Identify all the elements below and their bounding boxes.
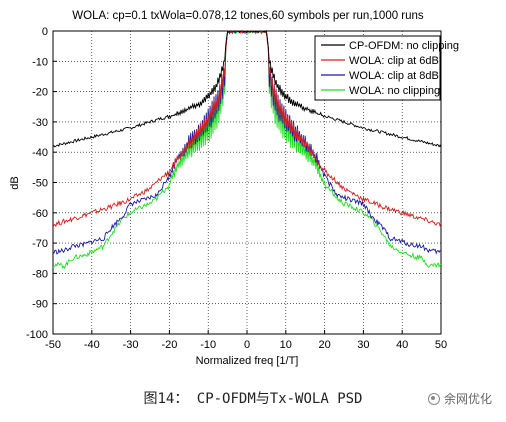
- x-tick-label: 30: [357, 339, 369, 351]
- y-tick-label: -10: [32, 56, 48, 68]
- y-tick-label: -80: [32, 268, 48, 280]
- y-tick-label: -40: [32, 147, 48, 159]
- wechat-logo-icon: [427, 392, 440, 405]
- legend-box: [314, 35, 441, 101]
- series-line: [52, 30, 442, 148]
- x-tick-label: -30: [123, 339, 139, 351]
- x-tick-label: 50: [435, 339, 447, 351]
- watermark-text: 余网优化: [443, 392, 492, 406]
- legend-entry: WOLA: clip at 6dB: [349, 55, 439, 67]
- x-tick-label: 10: [280, 339, 292, 351]
- x-tick-label: -10: [200, 339, 216, 351]
- axis-ticks: -50 -40 -30 -20 -10 0 10 20 30 40 500-10-20-30-40-…: [26, 26, 447, 351]
- legend-entry: CP-OFDM: no clipping: [349, 40, 459, 52]
- series-group: [52, 29, 442, 270]
- grid: [53, 31, 441, 334]
- x-axis-label: Normalized freq [1/T]: [196, 355, 299, 367]
- y-tick-label: -60: [32, 208, 48, 220]
- y-tick-label: -70: [32, 238, 48, 250]
- y-tick-label: -90: [32, 299, 48, 311]
- x-tick-label: -20: [161, 339, 177, 351]
- y-tick-label: 0: [42, 26, 48, 38]
- y-tick-label: -50: [32, 178, 48, 190]
- chart-title: WOLA: cp=0.1 txWola=0.078,12 tones,60 sy…: [72, 10, 424, 22]
- figure-caption: 图14： CP-OFDM与Tx-WOLA PSD: [143, 391, 363, 407]
- y-axis-label: dB: [9, 176, 21, 189]
- psd-chart: WOLA: cp=0.1 txWola=0.078,12 tones,60 sy…: [9, 10, 459, 367]
- legend-entry: WOLA: no clipping: [349, 85, 440, 97]
- y-tick-label: -20: [32, 87, 48, 99]
- x-tick-label: 40: [396, 339, 408, 351]
- x-tick-label: 20: [318, 339, 330, 351]
- legend: CP-OFDM: no clipping WOLA: clip at 6dB WOL…: [314, 35, 459, 101]
- y-tick-label: -30: [32, 117, 48, 129]
- x-tick-label: 0: [244, 339, 250, 351]
- x-tick-label: -40: [84, 339, 100, 351]
- x-tick-label: -50: [45, 339, 61, 351]
- legend-entry: WOLA: clip at 8dB: [349, 70, 439, 82]
- y-tick-label: -100: [26, 329, 48, 341]
- watermark: 余网优化: [427, 390, 492, 407]
- series-line: [52, 29, 442, 228]
